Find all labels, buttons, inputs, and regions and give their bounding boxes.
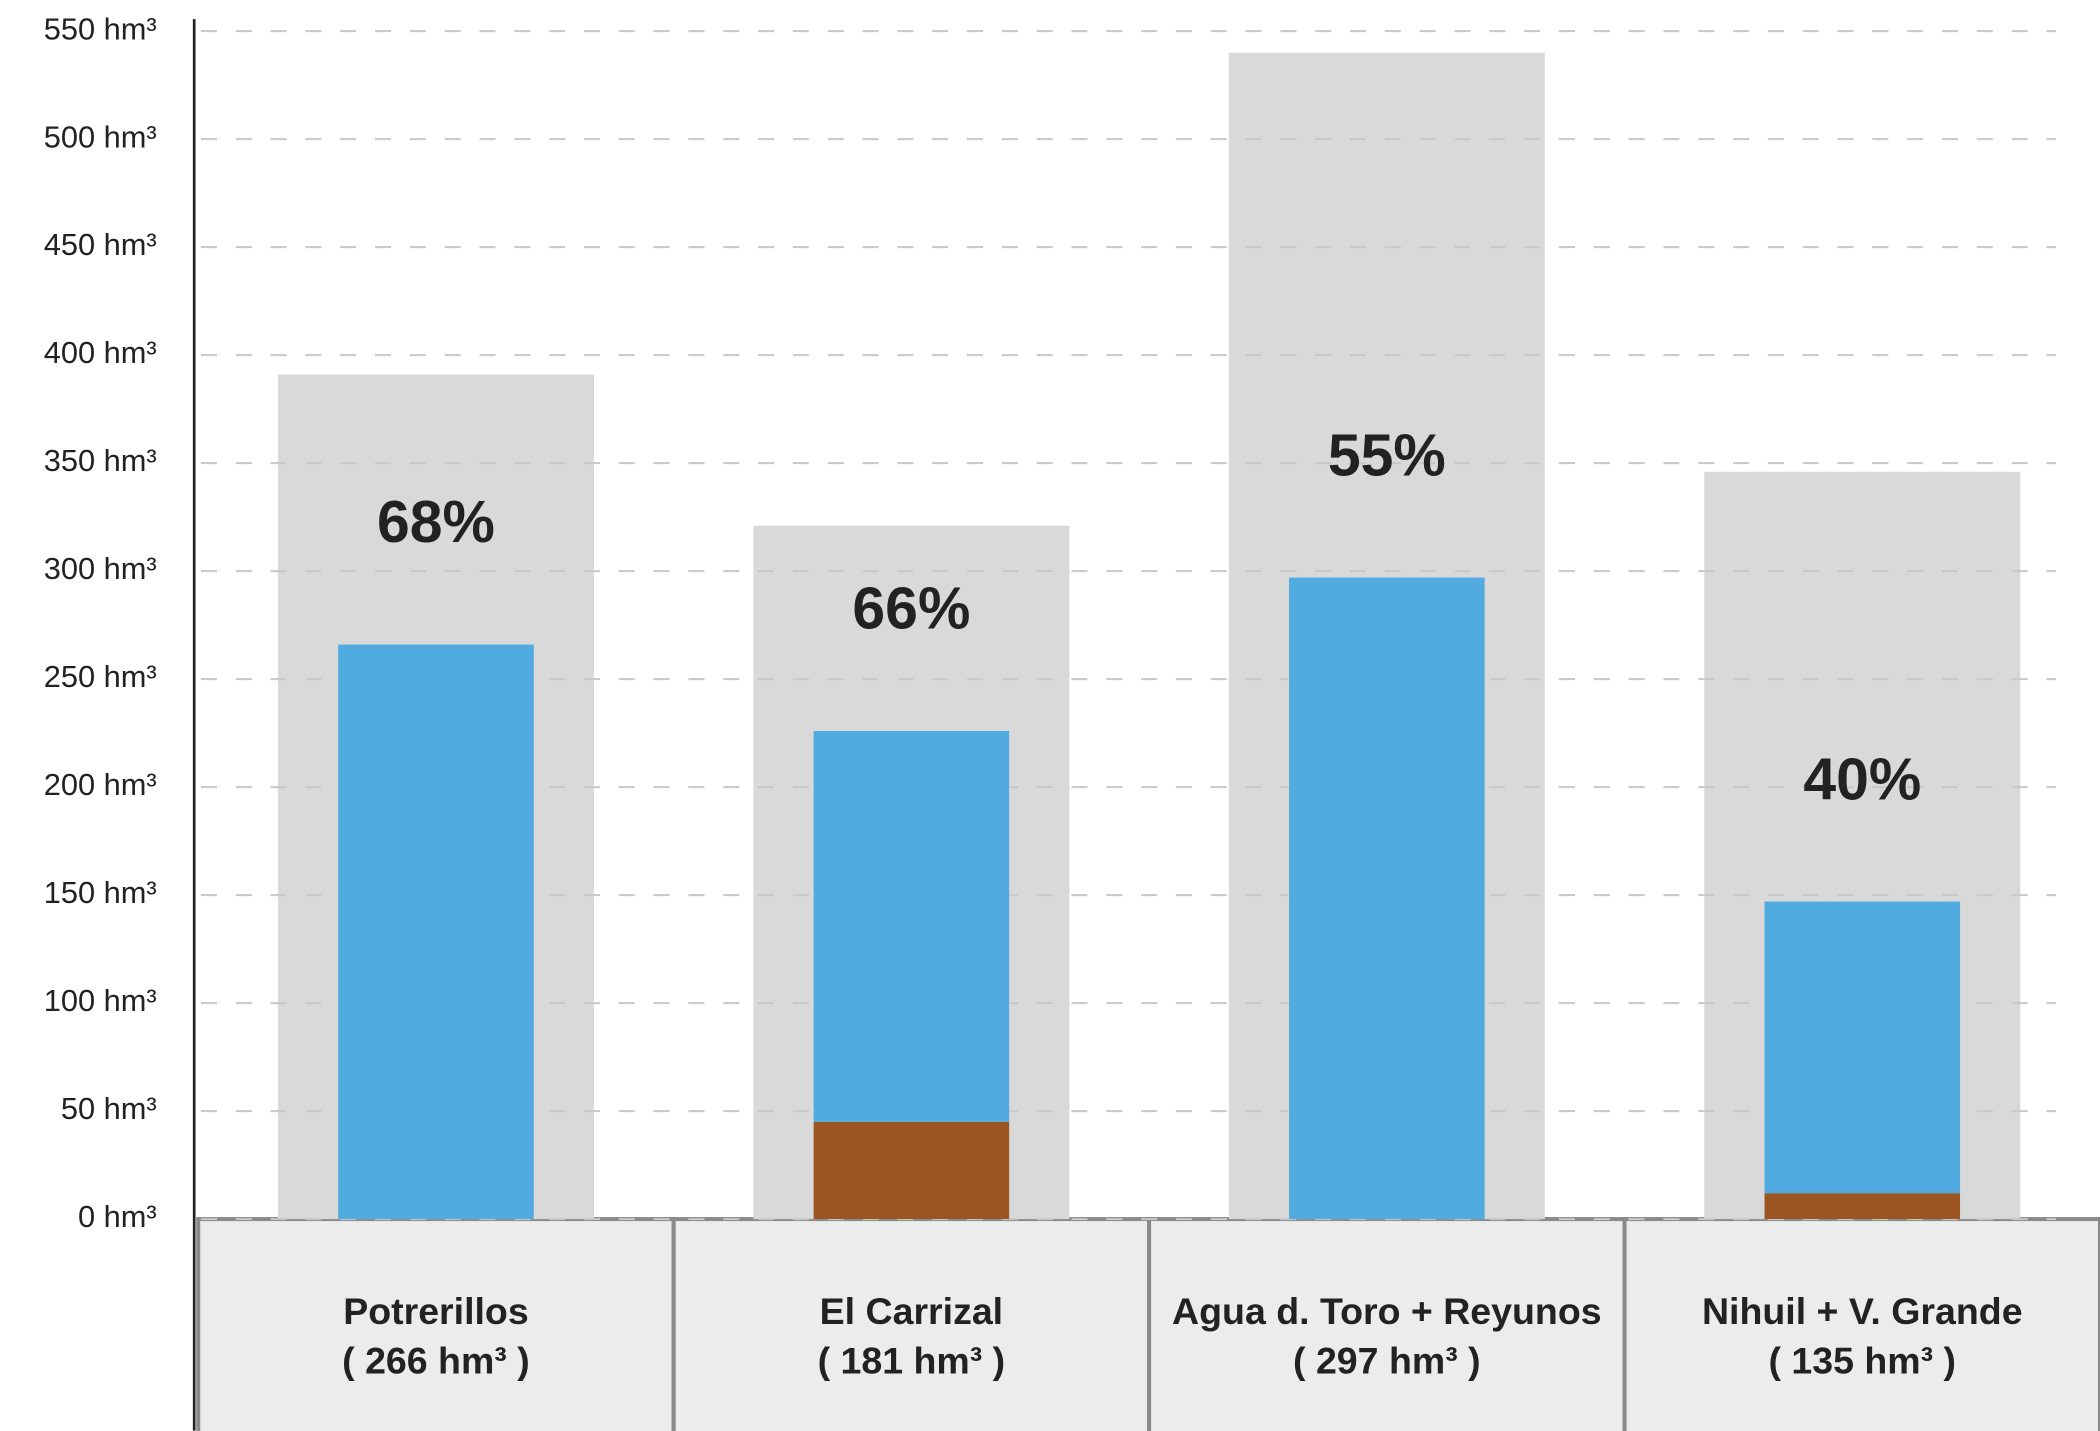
- x-tick-label: Potrerillos: [343, 1290, 528, 1332]
- y-tick-label: 150 hm³: [44, 875, 157, 910]
- y-tick-label: 250 hm³: [44, 659, 157, 694]
- percent-label: 40%: [1803, 747, 1921, 812]
- value-label: ( 266 hm³ ): [342, 1340, 530, 1382]
- y-tick-label: 300 hm³: [44, 551, 157, 586]
- value-label: ( 135 hm³ ): [1769, 1340, 1957, 1382]
- category-panel: [196, 1217, 676, 1431]
- volume-bar: [813, 730, 1010, 1122]
- y-tick-label: 500 hm³: [44, 119, 157, 154]
- value-label: ( 297 hm³ ): [1293, 1340, 1481, 1382]
- x-tick-label: El Carrizal: [820, 1290, 1003, 1332]
- x-tick-label: Agua d. Toro + Reyunos: [1172, 1290, 1602, 1332]
- percent-label: 55%: [1328, 423, 1446, 488]
- y-tick-label: 50 hm³: [61, 1091, 157, 1126]
- y-tick-label: 200 hm³: [44, 767, 157, 802]
- y-tick-label: 0 hm³: [78, 1199, 157, 1234]
- y-tick-label: 350 hm³: [44, 443, 157, 478]
- volume-bar: [1764, 901, 1961, 1194]
- x-tick-label: Nihuil + V. Grande: [1702, 1290, 2023, 1332]
- grid-layer: [200, 30, 2056, 1221]
- y-tick-label: 450 hm³: [44, 227, 157, 262]
- y-tick-label: 550 hm³: [44, 11, 157, 46]
- value-label: ( 181 hm³ ): [818, 1340, 1006, 1382]
- category-panel: [671, 1217, 1152, 1431]
- bar-layer: [338, 577, 1961, 1220]
- y-tick-label: 100 hm³: [44, 983, 157, 1018]
- volume-bar: [1764, 1193, 1961, 1220]
- percent-label: 66%: [852, 577, 970, 642]
- y-tick-label: 400 hm³: [44, 335, 157, 370]
- percent-label: 68%: [377, 490, 495, 555]
- volume-bar: [1289, 577, 1485, 1220]
- volume-bar: [813, 1121, 1010, 1220]
- label-layer: 0 hm³ 50 hm³ 100 hm³ 150 hm³ 200 hm³ 250 hm³ 3…: [44, 11, 2023, 1381]
- volume-bar: [338, 644, 534, 1220]
